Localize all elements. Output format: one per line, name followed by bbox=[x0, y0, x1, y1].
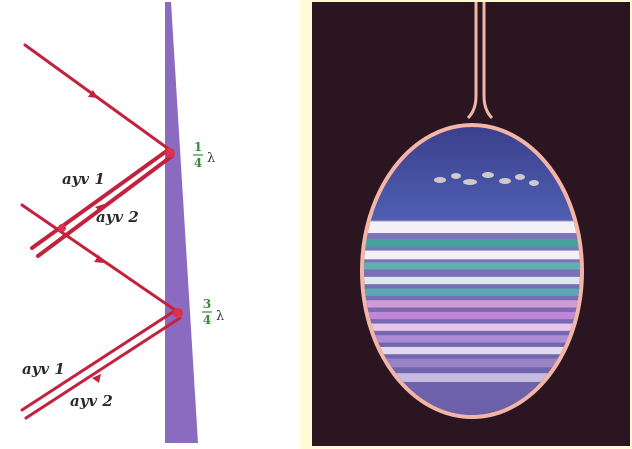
arrowhead-upper-incident bbox=[88, 90, 98, 98]
thin-film-diagram: ayv 1 ayv 2 ayv 1 ayv 2 1 4 λ 3 4 λ bbox=[0, 0, 300, 449]
fraction-bottom-denominator: 4 bbox=[203, 313, 211, 327]
interference-band-8 bbox=[364, 311, 580, 320]
film-sparkle bbox=[434, 172, 539, 186]
panel-divider bbox=[300, 0, 312, 449]
fraction-top-denominator: 4 bbox=[194, 156, 202, 170]
interference-band-3 bbox=[364, 250, 580, 260]
arrowhead-upper-reflected bbox=[95, 204, 104, 212]
crossing-point bbox=[58, 224, 66, 232]
fraction-top-numerator: 1 bbox=[194, 140, 202, 154]
interference-band-1 bbox=[364, 221, 580, 234]
upper-reflected-ray-2 bbox=[36, 154, 174, 258]
soap-film-photo bbox=[312, 2, 630, 446]
arrowhead-lower-incident bbox=[94, 255, 104, 263]
light-rays bbox=[20, 43, 182, 420]
label-lower-ray-1: ayv 1 bbox=[22, 360, 65, 378]
reflection-point-bottom bbox=[173, 308, 183, 318]
interference-band-6 bbox=[364, 288, 580, 296]
thickness-bottom: 3 4 λ bbox=[202, 297, 224, 327]
ray-labels: ayv 1 ayv 2 ayv 1 ayv 2 bbox=[22, 170, 139, 410]
upper-reflected-ray-1 bbox=[30, 148, 170, 250]
interference-band-9 bbox=[364, 323, 580, 331]
interference-band-5 bbox=[364, 276, 580, 285]
fraction-bottom-numerator: 3 bbox=[203, 297, 211, 311]
left-panel-background bbox=[0, 0, 300, 449]
lower-reflected-ray-2 bbox=[24, 316, 182, 420]
interference-band-4 bbox=[364, 262, 580, 270]
arrowhead-lower-reflected bbox=[92, 374, 101, 383]
interference-band-7 bbox=[364, 300, 580, 308]
label-lower-ray-2: ayv 2 bbox=[70, 392, 113, 410]
reflection-point-top bbox=[165, 148, 175, 158]
wire-handle bbox=[466, 2, 494, 120]
fraction-top-lambda: λ bbox=[207, 151, 215, 166]
thickness-top: 1 4 λ bbox=[193, 140, 215, 170]
interference-band-12 bbox=[364, 358, 580, 368]
ray-arrowheads bbox=[88, 90, 104, 383]
wire-loop bbox=[360, 123, 584, 419]
interference-band-10 bbox=[364, 335, 580, 343]
interference-band-2 bbox=[364, 238, 580, 248]
label-upper-ray-2: ayv 2 bbox=[96, 208, 139, 226]
film-wedge bbox=[165, 2, 198, 443]
interference-band-11 bbox=[364, 346, 580, 355]
interference-bands bbox=[364, 221, 580, 382]
label-upper-ray-1: ayv 1 bbox=[62, 170, 105, 188]
interference-band-13 bbox=[364, 373, 580, 382]
fraction-bottom-lambda: λ bbox=[216, 309, 224, 324]
lower-reflected-ray-1 bbox=[20, 308, 178, 412]
